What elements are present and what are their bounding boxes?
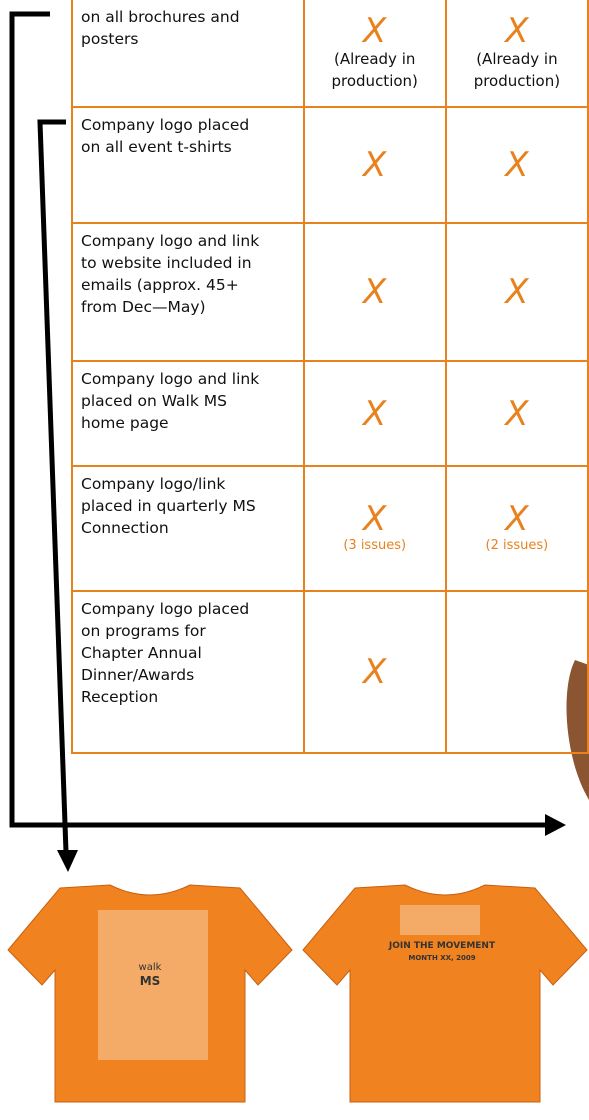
mark-cell: X xyxy=(444,360,589,467)
label-line: Company logo and link xyxy=(81,370,260,388)
label-line: Company logo placed xyxy=(81,116,250,134)
note: production) xyxy=(473,72,561,90)
mark-cell: X xyxy=(444,106,589,224)
row-label: Company logo placed on programs for Chapte… xyxy=(71,590,305,754)
arrow xyxy=(37,119,69,853)
shirt-text: MS xyxy=(140,974,161,988)
row-label: Company logo and link placed on Walk MS ho… xyxy=(71,360,305,467)
row-label: on all brochures and posters xyxy=(71,0,305,108)
row: Company logo placed on programs for Chapte… xyxy=(71,590,589,754)
row: on all brochures and posters X (Already in p… xyxy=(71,0,589,108)
mark-cell: X xyxy=(302,106,447,224)
mark-cell: X (2 issues) xyxy=(444,465,589,592)
mark-cell: X xyxy=(302,222,447,362)
x-mark: X xyxy=(505,11,529,51)
mark-cell: X (Already in production) xyxy=(302,0,447,108)
shirt-text: MONTH XX, 2009 xyxy=(408,954,475,962)
note: (Already in xyxy=(334,50,416,68)
x-mark: X xyxy=(363,498,387,539)
label-line: Chapter Annual xyxy=(81,644,202,662)
label-line: Company logo and link xyxy=(81,232,260,250)
label-line: Connection xyxy=(81,519,169,537)
x-mark: X xyxy=(363,272,387,312)
x-mark: X xyxy=(505,145,529,185)
row-label: Company logo and link to website included… xyxy=(71,222,305,362)
issues-note: (3 issues) xyxy=(343,537,407,553)
row: Company logo placed on all event t-shirts… xyxy=(71,106,589,224)
shirt-text: walk xyxy=(139,962,162,973)
label-line: Company logo/link xyxy=(81,475,226,493)
row: Company logo/link placed in quarterly MS C… xyxy=(71,465,589,592)
label-line: Company logo placed xyxy=(81,600,250,618)
mark-cell xyxy=(444,590,589,754)
x-mark: X xyxy=(363,652,387,692)
row: Company logo and link placed on Walk MS ho… xyxy=(71,360,589,467)
sponsor-table: on all brochures and posters X (Already in p… xyxy=(71,0,589,754)
shirt-graphic xyxy=(98,910,208,1060)
mark-cell: X (3 issues) xyxy=(302,465,447,592)
arrowhead xyxy=(545,814,566,836)
arrowhead xyxy=(57,850,78,872)
x-mark: X xyxy=(505,393,529,434)
note: (Already in xyxy=(476,50,558,68)
x-mark: X xyxy=(363,393,387,434)
label-line: to website included in xyxy=(81,254,252,272)
label-line: emails (approx. 45+ xyxy=(81,276,239,294)
label-line: home page xyxy=(81,414,169,432)
row-label: Company logo/link placed in quarterly MS C… xyxy=(71,465,305,592)
x-mark: X xyxy=(505,498,529,539)
x-mark: X xyxy=(363,11,387,51)
label-line: on all event t-shirts xyxy=(81,138,232,156)
row-label: Company logo placed on all event t-shirts xyxy=(71,106,305,224)
mark-cell: X xyxy=(302,590,447,754)
mark-cell: X (Already in production) xyxy=(444,0,589,108)
label-line: Reception xyxy=(81,688,159,706)
label-line: Dinner/Awards xyxy=(81,666,195,684)
issues-note: (2 issues) xyxy=(485,537,549,553)
label-line: placed in quarterly MS xyxy=(81,497,256,515)
row: Company logo and link to website included… xyxy=(71,222,589,362)
label-line: on programs for xyxy=(81,622,206,640)
label-line: placed on Walk MS xyxy=(81,392,227,410)
label-line: posters xyxy=(81,30,139,48)
shirt-graphic xyxy=(400,905,480,935)
label-line: on all brochures and xyxy=(81,8,240,26)
arrow xyxy=(9,11,545,828)
x-mark: X xyxy=(505,272,529,312)
mark-cell: X xyxy=(444,222,589,362)
note: production) xyxy=(331,72,418,90)
label-line: from Dec—May) xyxy=(81,298,206,316)
mark-cell: X xyxy=(302,360,447,467)
shirt-text: JOIN THE MOVEMENT xyxy=(388,941,496,951)
x-mark: X xyxy=(363,145,387,185)
tshirt-back xyxy=(302,884,588,1103)
